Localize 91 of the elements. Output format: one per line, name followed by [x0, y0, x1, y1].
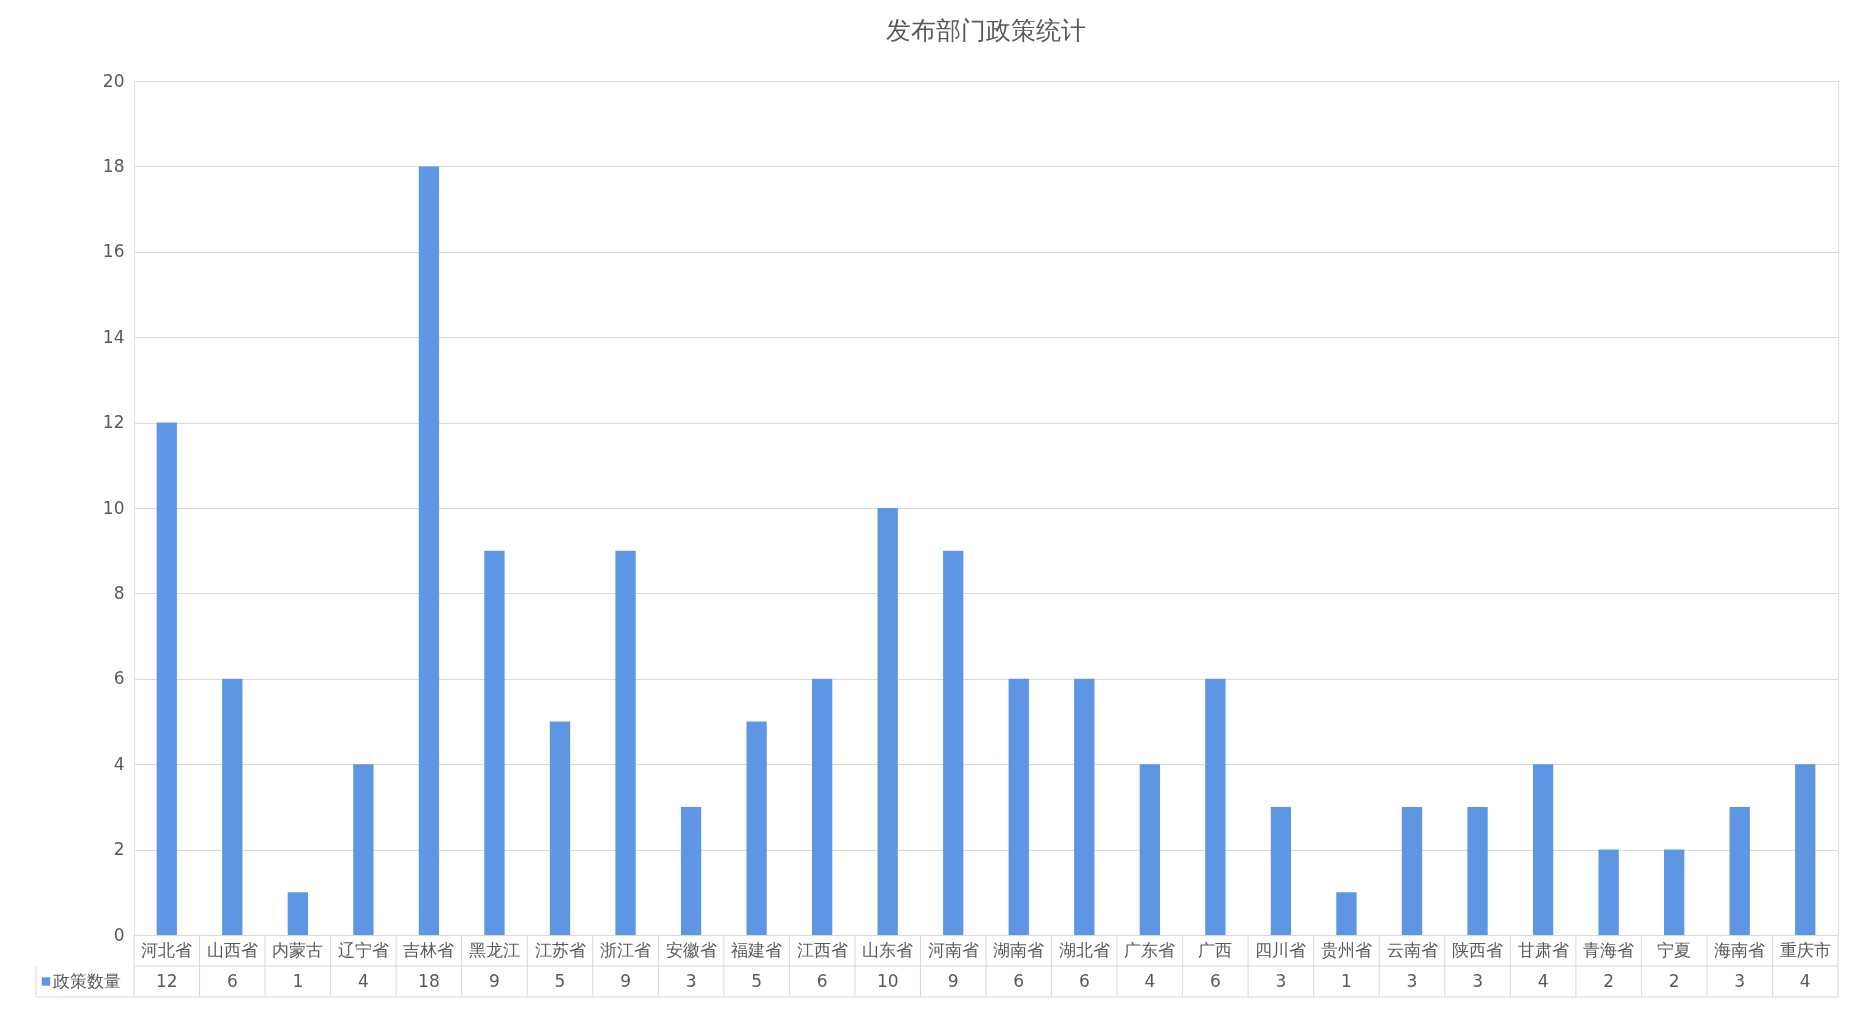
x-tick-label: 山东省 — [862, 939, 914, 960]
bar — [812, 678, 833, 935]
x-tick-label: 宁夏 — [1657, 939, 1692, 960]
x-tick-label: 湖北省 — [1058, 939, 1110, 960]
x-tick-label: 云南省 — [1386, 939, 1438, 960]
bar — [1729, 806, 1750, 935]
data-label: 3 — [1734, 970, 1746, 991]
y-tick-label: 14 — [102, 326, 125, 347]
x-tick-label: 河南省 — [927, 939, 979, 960]
bar — [746, 721, 767, 935]
bar — [222, 678, 243, 935]
x-tick-label: 江苏省 — [534, 939, 586, 960]
y-tick-label: 18 — [102, 155, 125, 176]
data-label: 9 — [489, 970, 500, 991]
bar — [1270, 806, 1292, 935]
bar — [549, 721, 571, 935]
data-label: 18 — [418, 970, 440, 991]
bar — [287, 892, 308, 935]
y-tick-label: 4 — [113, 753, 125, 774]
x-tick-label: 海南省 — [1714, 939, 1766, 960]
bar — [943, 550, 964, 935]
bar — [418, 166, 440, 935]
bar — [1074, 678, 1095, 935]
bar — [1664, 849, 1685, 935]
data-label: 5 — [751, 970, 763, 991]
data-label: 12 — [155, 970, 178, 991]
bar — [1139, 764, 1160, 935]
bar — [680, 806, 702, 935]
data-label: 5 — [554, 970, 566, 991]
x-tick-label: 内蒙古 — [272, 939, 324, 960]
bar — [1598, 849, 1619, 935]
x-tick-label: 四川省 — [1255, 939, 1307, 960]
x-tick-label: 福建省 — [731, 939, 783, 960]
data-label: 6 — [226, 970, 238, 991]
data-label: 10 — [876, 970, 899, 991]
bar — [1008, 678, 1029, 935]
x-tick-label: 吉林省 — [403, 939, 455, 960]
data-label: 2 — [1668, 970, 1680, 991]
bar — [353, 764, 374, 935]
chart-title: 发布部门政策统计 — [886, 16, 1086, 45]
data-label: 1 — [1341, 970, 1352, 991]
x-tick-label: 浙江省 — [600, 939, 652, 960]
data-label: 9 — [947, 970, 959, 991]
x-tick-label: 贵州省 — [1320, 939, 1372, 960]
data-label: 2 — [1603, 970, 1615, 991]
data-label: 4 — [1144, 970, 1156, 991]
x-tick-label: 江西省 — [796, 939, 848, 960]
bar — [1795, 764, 1816, 935]
x-tick-label: 辽宁省 — [337, 939, 389, 960]
bar — [484, 550, 505, 935]
bar — [156, 422, 177, 935]
x-tick-label: 安徽省 — [665, 939, 717, 960]
y-tick-label: 20 — [102, 70, 125, 91]
data-label: 4 — [357, 970, 369, 991]
data-label: 4 — [1537, 970, 1549, 991]
y-tick-label: 16 — [102, 241, 125, 262]
data-label: 6 — [1013, 970, 1025, 991]
data-label: 6 — [1078, 970, 1090, 991]
x-tick-label: 青海省 — [1583, 939, 1635, 960]
x-tick-label: 黑龙江 — [468, 939, 520, 960]
y-tick-label: 10 — [102, 497, 125, 518]
data-label: 3 — [1275, 970, 1287, 991]
x-tick-label: 广东省 — [1124, 939, 1176, 960]
x-tick-label: 陕西省 — [1452, 939, 1504, 960]
x-tick-label: 甘肃省 — [1517, 939, 1569, 960]
y-tick-label: 6 — [113, 668, 125, 689]
data-label: 3 — [685, 970, 697, 991]
y-tick-label: 2 — [113, 839, 125, 860]
bar — [1401, 806, 1423, 935]
x-tick-label: 河北省 — [141, 939, 193, 960]
legend-label: 政策数量 — [53, 970, 121, 991]
data-label: 3 — [1406, 970, 1418, 991]
bar — [1532, 764, 1554, 935]
x-tick-label: 湖南省 — [993, 939, 1045, 960]
bar — [1205, 678, 1226, 935]
data-label: 4 — [1799, 970, 1811, 991]
data-label: 6 — [816, 970, 828, 991]
bar — [615, 550, 636, 935]
bar — [1336, 892, 1357, 935]
bar — [1467, 806, 1488, 935]
bar — [877, 508, 898, 935]
y-tick-label: 8 — [113, 582, 125, 603]
data-label: 1 — [292, 970, 304, 991]
x-tick-label: 广西 — [1198, 939, 1233, 960]
data-label: 6 — [1209, 970, 1221, 991]
y-tick-label: 12 — [102, 412, 125, 433]
data-label: 9 — [620, 970, 631, 991]
data-label: 3 — [1472, 970, 1483, 991]
y-tick-label: 0 — [113, 924, 125, 945]
x-tick-label: 山西省 — [206, 939, 258, 960]
x-tick-label: 重庆市 — [1779, 939, 1831, 960]
